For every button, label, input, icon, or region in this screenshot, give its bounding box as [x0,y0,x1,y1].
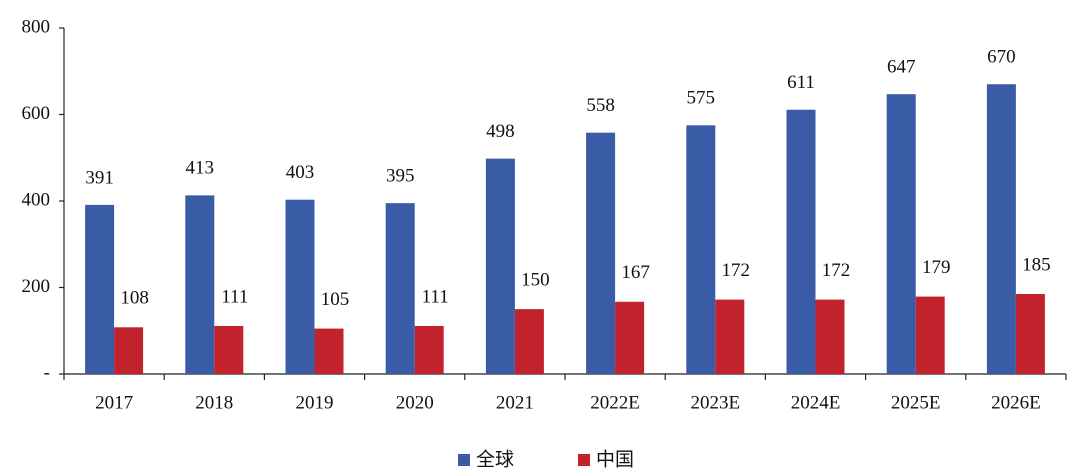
value-label: 647 [887,57,916,78]
bar [715,299,745,374]
value-label: 413 [186,158,215,179]
y-tick-label: - [44,362,50,383]
x-tick-label: 2019 [296,392,334,413]
bar [586,132,616,374]
value-label: 172 [722,260,751,281]
value-label: 391 [85,167,114,188]
bar [385,203,415,374]
value-label: 498 [486,121,515,142]
y-tick-label: 800 [22,16,51,37]
value-label: 108 [120,288,149,309]
y-tick-label: 400 [22,189,51,210]
x-tick-label: 2023E [690,392,740,413]
x-tick-label: 2017 [95,392,133,413]
value-label: 111 [422,286,449,307]
value-label: 558 [586,95,615,116]
bar [114,327,144,374]
y-tick-label: 200 [22,276,51,297]
bar [1015,293,1045,374]
bar [886,94,916,375]
bar [615,301,645,374]
bar [414,325,444,374]
x-tick-label: 2021 [496,392,534,413]
value-label: 185 [1022,254,1051,275]
legend-swatch [458,454,470,466]
value-label: 179 [922,257,951,278]
bar [314,328,344,374]
bar [686,125,716,374]
legend-swatch [578,454,590,466]
x-tick-label: 2020 [396,392,434,413]
bar [214,325,244,374]
value-label: 611 [787,72,815,93]
x-tick-label: 2026E [991,392,1041,413]
x-tick-label: 2024E [791,392,841,413]
legend-label: 全球 [476,448,514,470]
value-label: 403 [286,162,315,183]
bar [986,84,1016,374]
legend-label: 中国 [596,448,634,470]
bar [815,299,845,374]
value-label: 395 [386,166,415,187]
bar [85,204,115,374]
bar [185,195,215,374]
bar [285,199,315,374]
value-label: 105 [321,289,350,310]
value-label: 670 [987,47,1016,68]
bar [514,309,544,374]
value-label: 172 [822,260,851,281]
bar [915,296,945,374]
x-tick-label: 2018 [195,392,233,413]
value-label: 167 [621,262,650,283]
value-label: 575 [687,88,716,109]
y-tick-label: 600 [22,103,51,124]
value-label: 111 [221,286,248,307]
x-tick-label: 2025E [891,392,941,413]
x-tick-label: 2022E [590,392,640,413]
bar [485,158,515,374]
bar [786,109,816,375]
value-label: 150 [521,269,550,290]
